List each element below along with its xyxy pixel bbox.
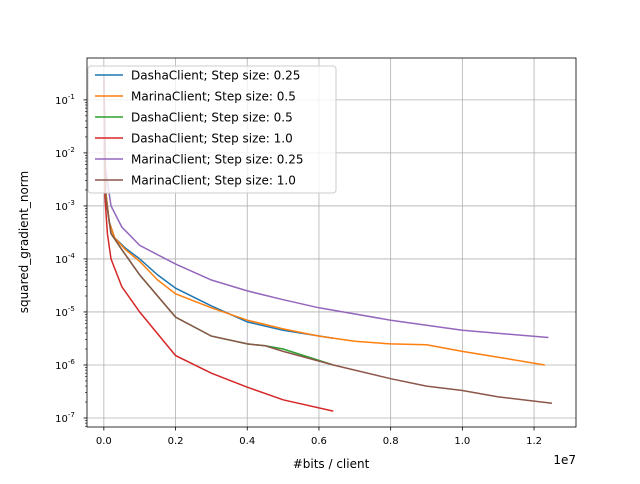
y-tick-label: 10-6 [55,358,75,372]
series-line [103,74,334,412]
x-tick-label: 0.8 [383,436,399,447]
series-line [103,74,553,404]
x-tick-label: 0.2 [168,436,184,447]
legend: DashaClient; Step size: 0.25 MarinaClient… [87,65,337,194]
x-tick-label: 0.0 [96,436,112,447]
y-tick-label: 10-1 [55,93,75,107]
x-tick-label: 0.6 [311,436,327,447]
x-tick-label: 0.4 [239,436,255,447]
x-axis-label: #bits / client [293,457,370,471]
x-tick-label: 1.0 [454,436,470,447]
y-tick-label: 10-3 [55,199,75,213]
legend-label: DashaClient; Step size: 1.0 [131,132,293,146]
y-axis-label: squared_gradient_norm [17,171,31,313]
y-tick-label: 10-7 [55,411,75,425]
legend-label: MarinaClient; Step size: 0.5 [131,90,296,104]
series-line [103,74,545,366]
x-tick-label: 1.2 [526,436,542,447]
legend-label: DashaClient; Step size: 0.25 [131,69,300,83]
ticks: 0.0 0.2 0.4 0.6 0.8 1.0 1.2 10-1 10-2 10-3 10-4 10-… [55,93,542,447]
y-tick-label: 10-5 [55,305,75,319]
y-tick-label: 10-4 [55,252,75,266]
legend-label: MarinaClient; Step size: 1.0 [131,174,296,188]
legend-box [87,65,337,194]
series-line [103,74,549,339]
legend-label: DashaClient; Step size: 0.5 [131,111,293,125]
y-tick-label: 10-2 [55,146,75,160]
legend-label: MarinaClient; Step size: 0.25 [131,153,304,167]
series-lines [103,74,553,412]
plot-frame [86,57,577,428]
x-offset-label: 1e7 [553,453,576,467]
